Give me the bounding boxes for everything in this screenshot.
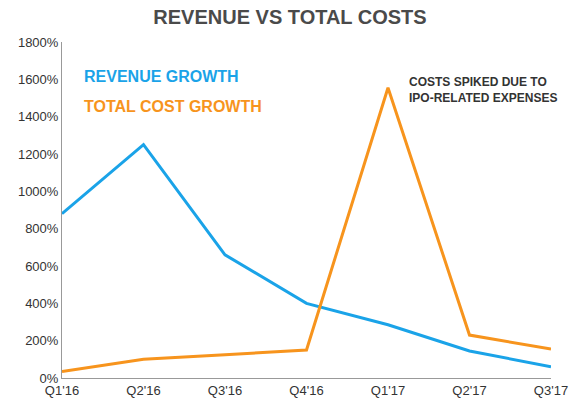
svg-text:1200%: 1200% [18,147,59,162]
svg-text:REVENUE GROWTH: REVENUE GROWTH [84,68,239,85]
svg-text:400%: 400% [25,296,59,311]
svg-text:1000%: 1000% [18,184,59,199]
svg-text:200%: 200% [25,333,59,348]
svg-text:REVENUE VS TOTAL COSTS: REVENUE VS TOTAL COSTS [153,6,426,28]
svg-text:0%: 0% [40,371,59,386]
svg-text:600%: 600% [25,259,59,274]
svg-text:Q3'17: Q3'17 [534,383,568,398]
svg-text:COSTS SPIKED DUE TOIPO-RELATED: COSTS SPIKED DUE TOIPO-RELATED EXPENSES [409,75,557,105]
svg-text:1600%: 1600% [18,72,59,87]
svg-text:1800%: 1800% [18,35,59,50]
svg-text:800%: 800% [25,221,59,236]
svg-text:Q1'17: Q1'17 [371,383,405,398]
svg-text:Q1'16: Q1'16 [45,383,79,398]
svg-text:Q2'17: Q2'17 [452,383,486,398]
svg-text:1400%: 1400% [18,109,59,124]
svg-text:TOTAL COST GROWTH: TOTAL COST GROWTH [84,98,262,115]
svg-text:Q4'16: Q4'16 [289,383,323,398]
svg-text:Q3'16: Q3'16 [208,383,242,398]
svg-text:Q2'16: Q2'16 [126,383,160,398]
